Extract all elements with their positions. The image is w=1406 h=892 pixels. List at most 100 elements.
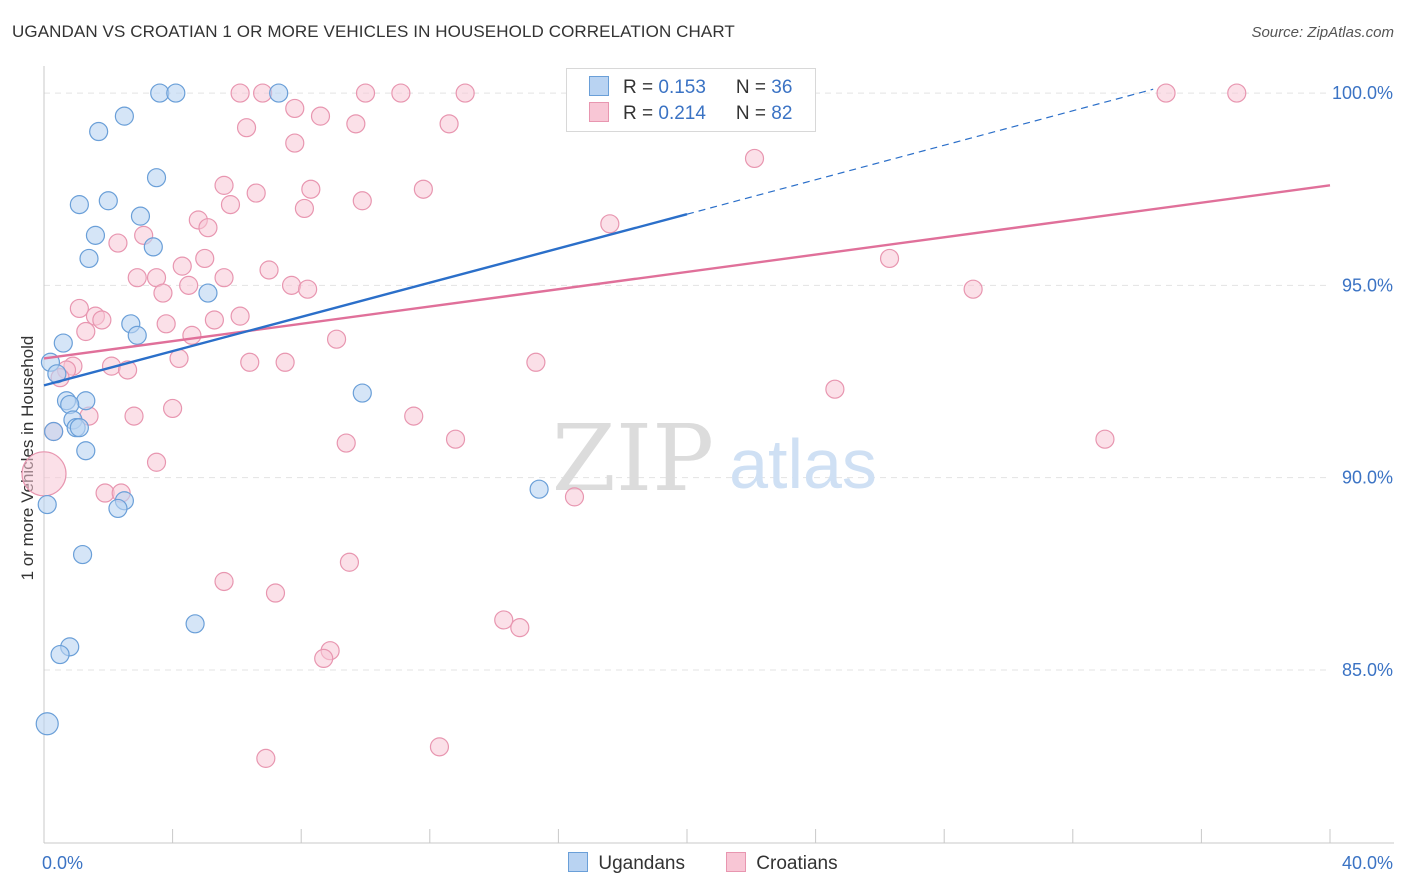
croatians-point[interactable] <box>265 583 286 603</box>
croatians-point[interactable] <box>195 248 215 269</box>
croatians-point[interactable] <box>310 106 331 126</box>
ugandans-point[interactable] <box>98 191 118 211</box>
croatians-point[interactable] <box>198 218 218 238</box>
croatians-point[interactable] <box>285 98 305 119</box>
y-tick-label: 100.0% <box>1332 83 1393 103</box>
croatians-point[interactable] <box>455 83 475 103</box>
ugandans-point[interactable] <box>352 383 372 403</box>
croatians-point[interactable] <box>439 114 459 134</box>
croatians-point[interactable] <box>275 352 295 372</box>
ugandans-point[interactable] <box>85 225 106 245</box>
croatians-point[interactable] <box>336 433 356 453</box>
croatians-point[interactable] <box>413 179 433 199</box>
croatians-point[interactable] <box>1156 83 1176 103</box>
croatians-point[interactable] <box>259 260 279 280</box>
croatians-point[interactable] <box>172 256 192 276</box>
ugandans-point[interactable] <box>127 325 147 345</box>
watermark: ZIP atlas <box>552 405 877 512</box>
legend-row-ugandans: R = 0.153 N = 36 <box>589 76 792 100</box>
croatians-point[interactable] <box>879 248 900 269</box>
ugandans-point[interactable] <box>166 83 186 103</box>
croatians-point[interactable] <box>230 306 250 326</box>
ugandans-point[interactable] <box>108 498 128 519</box>
croatians-point[interactable] <box>69 298 89 319</box>
ugandans-point[interactable] <box>130 206 151 226</box>
croatians-point[interactable] <box>256 748 276 768</box>
ugandans-point[interactable] <box>37 494 57 515</box>
croatians-point[interactable] <box>339 552 360 572</box>
ugandans-point[interactable] <box>35 712 59 736</box>
croatians-point[interactable] <box>352 191 372 211</box>
series-legend: Ugandans Croatians <box>0 852 1406 875</box>
ugandans-point[interactable] <box>146 168 167 188</box>
croatians-point[interactable] <box>76 321 96 342</box>
croatians-point[interactable] <box>1095 429 1115 449</box>
croatians-point[interactable] <box>391 83 411 103</box>
croatians-point[interactable] <box>346 114 366 134</box>
croatians-point[interactable] <box>314 648 334 669</box>
croatians-point[interactable] <box>204 310 224 330</box>
croatians-point[interactable] <box>294 198 315 219</box>
croatians-point[interactable] <box>214 268 234 288</box>
ugandans-point[interactable] <box>44 421 64 442</box>
ugandans-point[interactable] <box>76 391 96 411</box>
ugandans-point[interactable] <box>185 614 205 634</box>
croatians-point[interactable] <box>220 195 241 215</box>
croatians-point[interactable] <box>285 133 305 153</box>
croatians-point[interactable] <box>92 310 112 330</box>
croatians-point[interactable] <box>246 183 266 203</box>
croatians-point[interactable] <box>510 618 530 638</box>
croatians-point[interactable] <box>825 379 845 399</box>
ugandans-point[interactable] <box>143 237 163 257</box>
ugandans-point[interactable] <box>69 195 89 215</box>
croatians-point[interactable] <box>963 279 983 299</box>
croatians-point[interactable] <box>301 179 321 199</box>
croatians-point[interactable] <box>21 451 67 497</box>
ugandans-point[interactable] <box>76 441 96 461</box>
ugandans-point[interactable] <box>150 83 170 103</box>
croatians-point[interactable] <box>564 487 585 507</box>
ugandans-point[interactable] <box>79 248 99 269</box>
croatians-point[interactable] <box>445 429 466 449</box>
croatians-point[interactable] <box>127 268 147 288</box>
legend-item-ugandans[interactable]: Ugandans <box>568 852 685 875</box>
croatians-point[interactable] <box>600 214 620 234</box>
croatians-point[interactable] <box>182 325 202 345</box>
croatians-point[interactable] <box>214 175 234 195</box>
croatians-point[interactable] <box>179 275 199 295</box>
croatians-point[interactable] <box>298 279 318 299</box>
ugandans-point[interactable] <box>269 83 289 103</box>
croatians-point[interactable] <box>230 83 250 103</box>
croatians-point[interactable] <box>494 610 514 630</box>
tick-labels: 85.0% 90.0% 95.0% 100.0% 0.0% 40.0% <box>42 83 1393 873</box>
croatians-point[interactable] <box>404 406 424 426</box>
legend-item-croatians[interactable]: Croatians <box>726 852 838 875</box>
croatians-point[interactable] <box>355 83 376 103</box>
croatians-point[interactable] <box>236 118 257 138</box>
croatians-point[interactable] <box>156 314 176 334</box>
croatians-point[interactable] <box>153 283 173 303</box>
ugandans-point[interactable] <box>114 106 134 126</box>
croatians-point[interactable] <box>240 352 260 372</box>
croatians-point[interactable] <box>214 571 234 592</box>
ugandans-point[interactable] <box>198 283 218 303</box>
croatians-point[interactable] <box>281 275 302 295</box>
croatians-point[interactable] <box>108 233 128 253</box>
croatians-point[interactable] <box>744 148 765 169</box>
ugandans-point[interactable] <box>89 121 109 142</box>
ugandans-point[interactable] <box>50 644 70 665</box>
croatians-point[interactable] <box>163 398 183 419</box>
ugandans-point[interactable] <box>529 479 549 499</box>
croatians-trend-line <box>43 184 1331 360</box>
croatians-point[interactable] <box>95 483 115 503</box>
croatians-point[interactable] <box>429 737 450 757</box>
croatians-point[interactable] <box>326 329 347 349</box>
croatians-point[interactable] <box>526 352 546 372</box>
croatians-point[interactable] <box>253 83 273 103</box>
croatians-point[interactable] <box>1227 83 1247 103</box>
croatians-point[interactable] <box>146 452 167 472</box>
croatians-point[interactable] <box>124 406 144 426</box>
ugandans-point[interactable] <box>72 544 93 565</box>
ugandans-point[interactable] <box>69 418 89 438</box>
ugandans-point[interactable] <box>53 333 73 353</box>
